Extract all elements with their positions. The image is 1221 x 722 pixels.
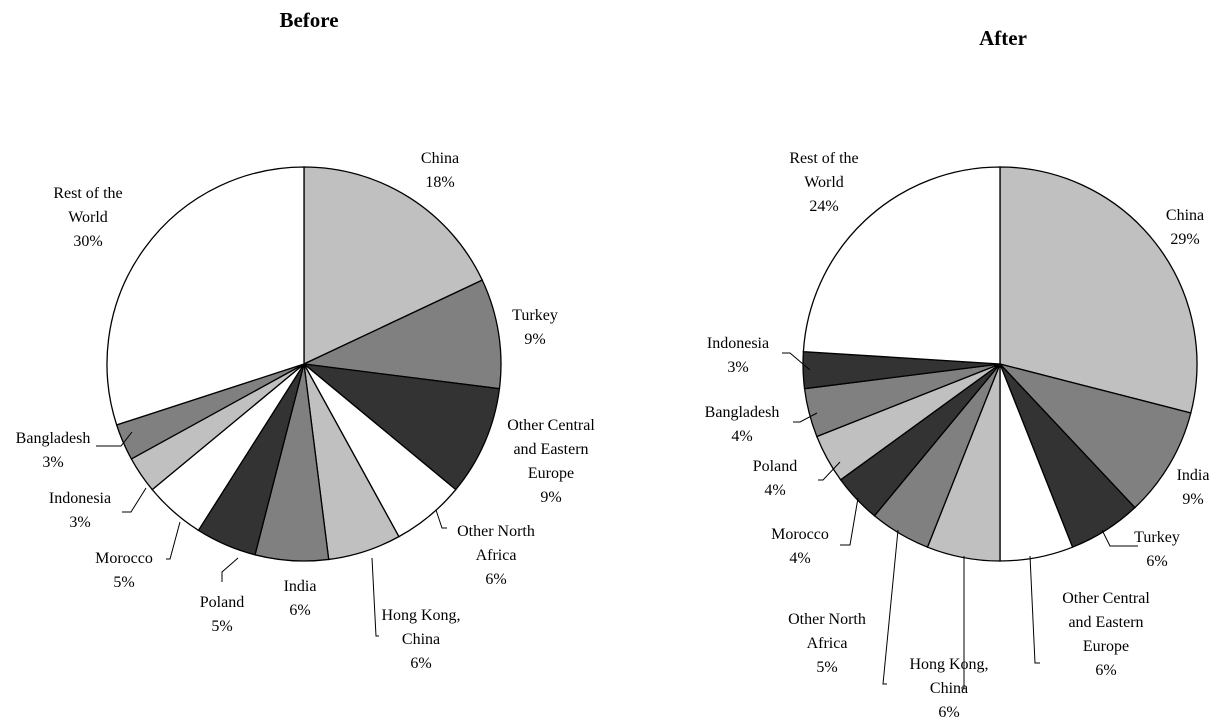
- slice-label-after-poland: Poland 4%: [753, 458, 797, 499]
- slice-label-after-other-north: Other North Africa 5%: [788, 611, 866, 676]
- slice-label-before-turkey: Turkey 9%: [512, 307, 558, 348]
- pie-before: Before China 18% Turkey 9% Other Central and E…: [16, 8, 596, 672]
- slice-label-after-china: China 29%: [1166, 207, 1204, 248]
- pie-slice-after-india: [997, 362, 1192, 509]
- pie-slice-after-china: [999, 166, 1198, 414]
- pie-after: After China 29% India 9% Turkey 6% Other Centra…: [705, 26, 1210, 721]
- leader-line-before-hong-kong: [371, 557, 379, 637]
- leader-line-before-poland: [221, 557, 239, 582]
- slice-label-before-bangladesh: Bangladesh 3%: [16, 430, 91, 471]
- pie-slice-before-turkey: [301, 279, 502, 390]
- leader-line-after-turkey: [1101, 529, 1138, 547]
- slice-label-after-hong-kong: Hong Kong, China 6%: [909, 656, 988, 721]
- slice-label-before-china: China 18%: [421, 150, 459, 191]
- slice-label-after-other-central: Other Central and Eastern Europe 6%: [1062, 590, 1150, 679]
- pie-slice-before-other-central: [301, 363, 501, 491]
- leader-line-after-poland: [818, 461, 841, 481]
- slice-label-after-indonesia: Indonesia 3%: [707, 335, 769, 376]
- leader-line-after-bangladesh: [793, 412, 818, 423]
- leader-line-after-other-north: [882, 529, 899, 685]
- leader-line-after-hong-kong: [961, 556, 965, 689]
- leader-line-before-indonesia: [122, 487, 147, 513]
- slice-label-before-other-north: Other North Africa 6%: [457, 523, 535, 588]
- leader-line-after-indonesia: [782, 352, 811, 371]
- slice-label-after-india: India 9%: [1177, 467, 1210, 508]
- leader-line-before-bangladesh: [96, 431, 133, 447]
- slice-label-before-morocco: Morocco 5%: [95, 550, 153, 591]
- pie-slice-after-rest-of-the: [802, 166, 1001, 365]
- leader-line-after-other-central: [1029, 555, 1040, 664]
- slice-label-after-bangladesh: Bangladesh 4%: [705, 404, 780, 445]
- pie-slice-before-china: [303, 166, 484, 366]
- chart-title-before: Before: [279, 8, 338, 32]
- slice-label-before-rest-of-the: Rest of the World 30%: [53, 185, 122, 250]
- leader-line-before-other-north: [435, 509, 447, 529]
- slice-label-before-poland: Poland 5%: [200, 594, 244, 635]
- chart-title-after: After: [979, 26, 1027, 50]
- leader-line-after-morocco: [840, 497, 859, 546]
- slice-label-after-rest-of-the: Rest of the World 24%: [789, 150, 858, 215]
- leader-line-before-morocco: [166, 521, 181, 560]
- slice-label-before-indonesia: Indonesia 3%: [49, 490, 111, 531]
- slice-label-after-turkey: Turkey 6%: [1134, 529, 1180, 570]
- slice-label-before-other-central: Other Central and Eastern Europe 9%: [507, 417, 595, 506]
- slice-label-before-india: India 6%: [284, 578, 317, 619]
- pie-slice-before-rest-of-the: [106, 166, 305, 426]
- slice-label-after-morocco: Morocco 4%: [771, 526, 829, 567]
- slice-label-before-hong-kong: Hong Kong, China 6%: [381, 607, 460, 672]
